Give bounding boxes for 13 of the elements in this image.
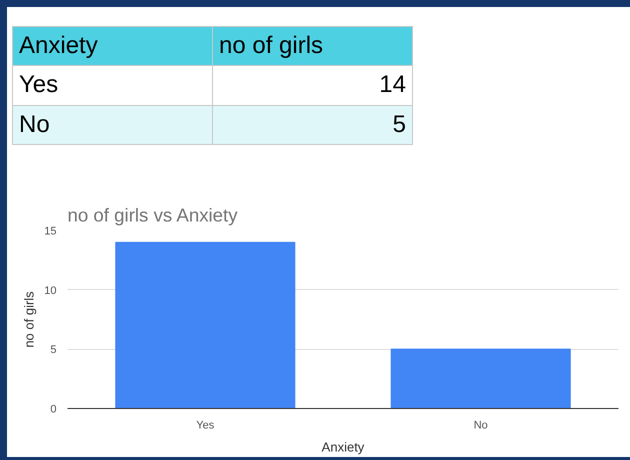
chart-title: no of girls vs Anxiety — [68, 204, 238, 226]
text: Anxiety — [12, 26, 212, 66]
x-axis-title: Anxiety — [322, 440, 365, 454]
text: 14 — [212, 66, 412, 106]
text: Yes — [12, 66, 212, 106]
y-tick-label: 5 — [50, 344, 57, 356]
text: 5 — [212, 105, 412, 144]
y-tick-label: 0 — [50, 404, 57, 416]
text: no of girls — [212, 26, 412, 66]
text: No — [12, 105, 212, 144]
y-tick-label: 10 — [44, 284, 57, 297]
y-tick-label: 15 — [44, 226, 57, 238]
y-axis-title: no of girls — [21, 290, 36, 348]
